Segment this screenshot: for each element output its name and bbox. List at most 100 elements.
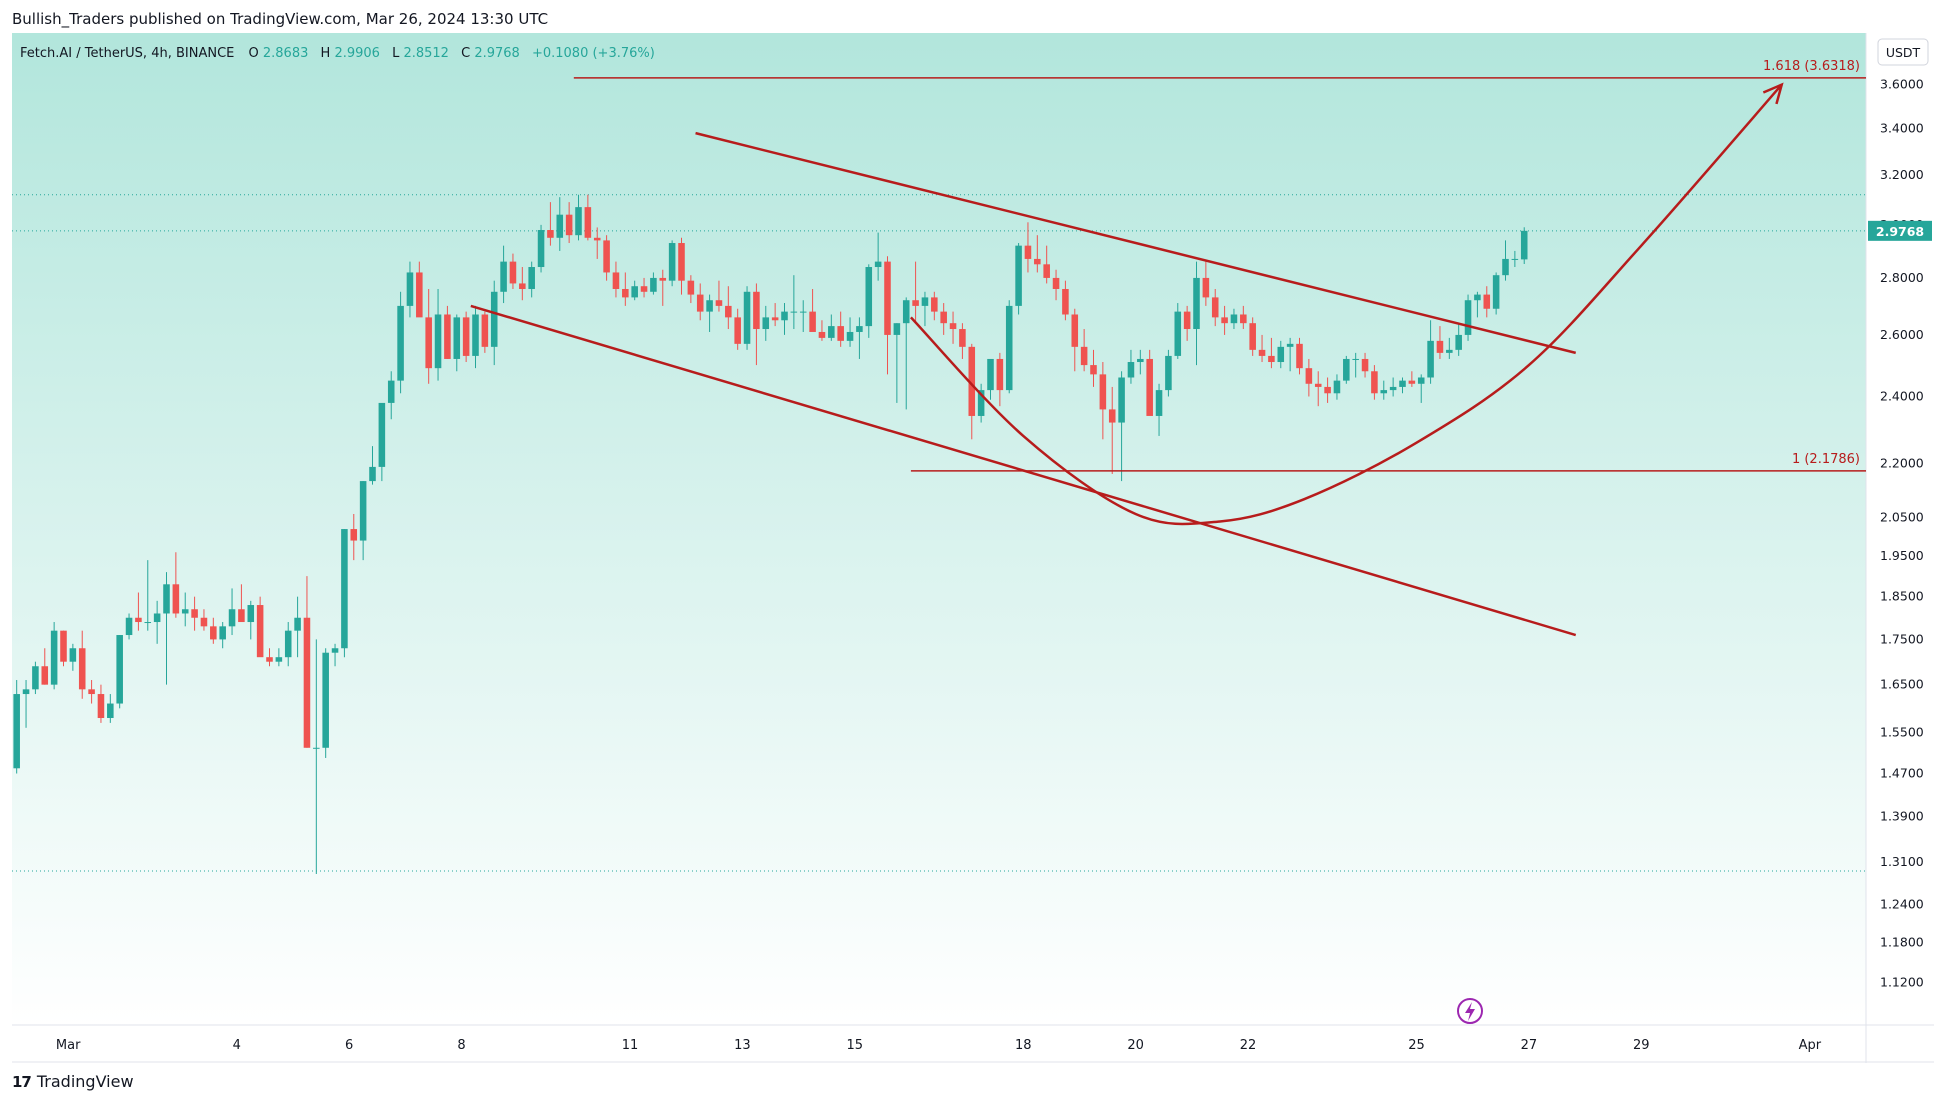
candle-body <box>912 300 919 306</box>
tradingview-logo-icon: 17 <box>12 1072 32 1091</box>
candle <box>406 261 414 318</box>
candle-body <box>378 402 386 467</box>
lightning-icon[interactable] <box>1457 998 1483 1024</box>
candle <box>603 235 610 281</box>
candle <box>1277 340 1285 369</box>
candle-body <box>1183 311 1191 330</box>
candle <box>359 481 367 561</box>
candle <box>1043 245 1050 284</box>
candle <box>1202 261 1210 306</box>
upper-trendline[interactable] <box>695 131 1577 355</box>
candle <box>69 643 77 671</box>
candle <box>1436 326 1444 359</box>
price-tick-label: 1.3100 <box>1880 854 1924 869</box>
candle-body <box>1052 277 1060 289</box>
candle-body <box>359 481 367 541</box>
candle-body <box>1408 380 1416 384</box>
lower-trendline[interactable] <box>470 304 1577 637</box>
candle <box>1408 371 1416 387</box>
time-axis[interactable]: Mar 4 6 8 11 13 15 18 20 22 25 27 29 Apr <box>56 1038 1822 1053</box>
currency-button[interactable]: USDT <box>1877 38 1929 66</box>
candle-body <box>116 635 123 704</box>
time-axis-background <box>12 1025 1934 1063</box>
candle <box>828 314 835 341</box>
candle-body <box>1436 340 1444 353</box>
plot-background <box>12 33 1866 1025</box>
price-axis[interactable]: 3.60003.40003.20003.00002.80002.60002.40… <box>1868 77 1932 990</box>
candle-body <box>949 323 957 330</box>
legend-open-label: O <box>249 46 259 61</box>
candle <box>378 402 386 482</box>
candle <box>1258 334 1266 363</box>
candle <box>771 303 779 327</box>
price-tick-label: 1.3900 <box>1880 809 1924 824</box>
candle-body <box>575 207 582 236</box>
price-tick-label: 1.5500 <box>1880 725 1924 740</box>
candle-body <box>472 314 479 356</box>
candle <box>303 576 311 748</box>
candle <box>1118 371 1125 482</box>
price-axis-background <box>1866 33 1934 1025</box>
candle-body <box>397 305 404 381</box>
projection-arrowhead-icon <box>1762 82 1784 105</box>
candle <box>444 305 451 359</box>
candle-body <box>987 358 994 391</box>
candle <box>1389 377 1397 397</box>
candle-body <box>1502 258 1509 276</box>
candle <box>650 272 657 295</box>
candle <box>1474 291 1481 318</box>
candle <box>856 317 863 359</box>
candle-body <box>1221 317 1228 324</box>
candle <box>22 680 30 728</box>
candle <box>1361 352 1369 378</box>
candle-body <box>509 261 517 284</box>
candle <box>481 311 489 353</box>
candle-body <box>940 311 947 324</box>
candle-body <box>790 311 798 313</box>
candle-body <box>846 331 854 341</box>
candle-body <box>556 214 564 238</box>
candle <box>1099 362 1107 440</box>
time-tick-label: 25 <box>1408 1038 1425 1053</box>
candle-body <box>1202 277 1210 298</box>
candle-body <box>1249 323 1256 350</box>
candle <box>153 600 161 644</box>
candle-body <box>1343 358 1350 381</box>
candle-body <box>313 747 320 749</box>
candle-body <box>668 243 676 281</box>
candle <box>753 283 760 366</box>
tradingview-footer[interactable]: 17 TradingView <box>12 1072 134 1091</box>
candle <box>191 596 198 631</box>
candle <box>678 237 685 295</box>
candle <box>1240 305 1247 330</box>
candle-body <box>256 605 264 658</box>
price-tick-label: 2.2000 <box>1880 455 1924 470</box>
candle <box>575 194 582 241</box>
time-tick-label: 22 <box>1240 1038 1257 1053</box>
candle <box>1249 317 1256 356</box>
candle-body <box>219 626 226 640</box>
candle <box>1399 377 1406 394</box>
candle <box>893 323 901 403</box>
projection-curve[interactable] <box>910 83 1783 526</box>
candle <box>247 600 255 640</box>
candle <box>1343 355 1350 384</box>
candle <box>743 286 751 350</box>
candle-body <box>874 261 882 268</box>
candle-body <box>303 617 311 748</box>
candle-body <box>163 584 170 614</box>
candlestick-chart[interactable]: 1.618 (3.6318) 1 (2.1786) 3.6000 3.4000 3.2… <box>12 33 1934 1063</box>
candle-body <box>725 305 732 318</box>
price-tick-label: 1.7500 <box>1880 631 1924 646</box>
candle-body <box>462 317 470 356</box>
candle <box>1183 305 1191 341</box>
candle-body <box>1520 230 1528 260</box>
fib-level-label: 1.618 (3.6318) <box>1763 59 1860 74</box>
candle <box>135 592 142 631</box>
candle <box>210 617 217 644</box>
candle-body <box>135 617 142 623</box>
candle <box>1333 374 1341 400</box>
candle-body <box>1211 297 1219 318</box>
candle-body <box>1258 349 1266 356</box>
last-price-marker <box>1868 220 1932 241</box>
